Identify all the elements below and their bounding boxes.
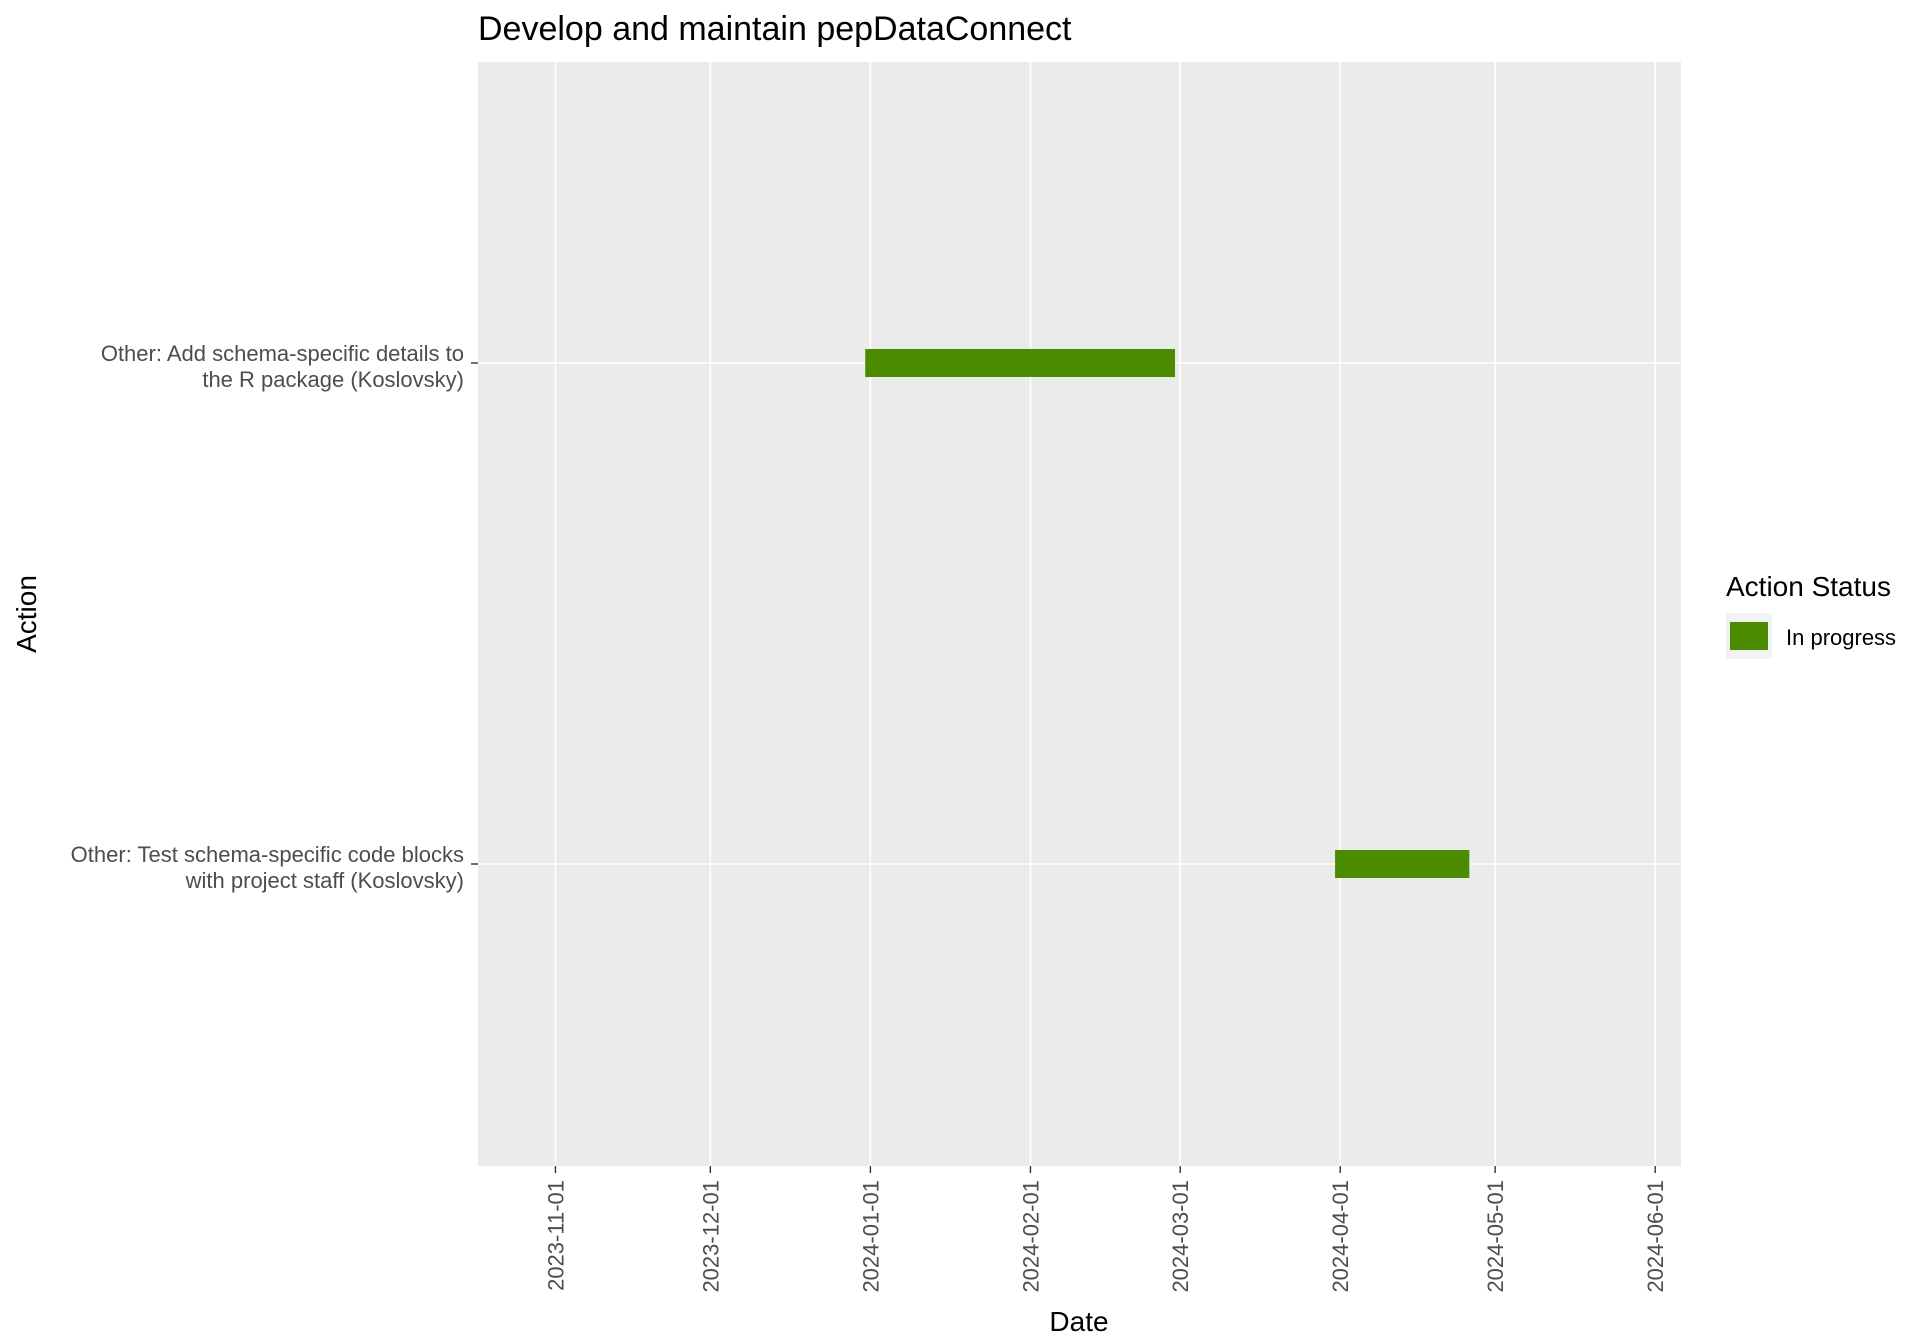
x-tick-label: 2024-06-01 (1643, 1180, 1668, 1293)
legend-title: Action Status (1726, 571, 1891, 602)
bar-in-progress (865, 349, 1176, 377)
y-axis: Other: Add schema-specific details tothe… (71, 341, 478, 893)
y-tick-label-line1: Other: Test schema-specific code blocks (71, 842, 464, 867)
x-tick-label: 2023-12-01 (698, 1180, 723, 1293)
chart-title: Develop and maintain pepDataConnect (478, 10, 1072, 48)
x-tick-label: 2024-05-01 (1483, 1180, 1508, 1293)
x-axis: 2023-11-01 2023-12-01 2024-01-01 2024-02-01… (543, 1166, 1668, 1293)
y-axis-title: Action (11, 575, 42, 653)
bars (865, 349, 1470, 878)
y-tick-label-line2: with project staff (Koslovsky) (185, 868, 464, 893)
x-tick-label: 2024-01-01 (858, 1180, 883, 1293)
x-tick-label: 2024-03-01 (1168, 1180, 1193, 1293)
plot-panel (478, 62, 1681, 1166)
x-tick-label: 2023-11-01 (543, 1180, 568, 1291)
bar-in-progress (1335, 850, 1470, 878)
y-tick-label-line1: Other: Add schema-specific details to (101, 341, 464, 366)
x-tick-label: 2024-02-01 (1018, 1180, 1043, 1293)
legend-label-in-progress: In progress (1786, 625, 1896, 650)
y-tick-label-line2: the R package (Koslovsky) (202, 367, 464, 392)
x-tick-label: 2024-04-01 (1328, 1180, 1353, 1293)
legend: Action Status In progress (1726, 571, 1896, 659)
x-axis-title: Date (1049, 1306, 1108, 1337)
legend-swatch-in-progress (1730, 622, 1768, 650)
